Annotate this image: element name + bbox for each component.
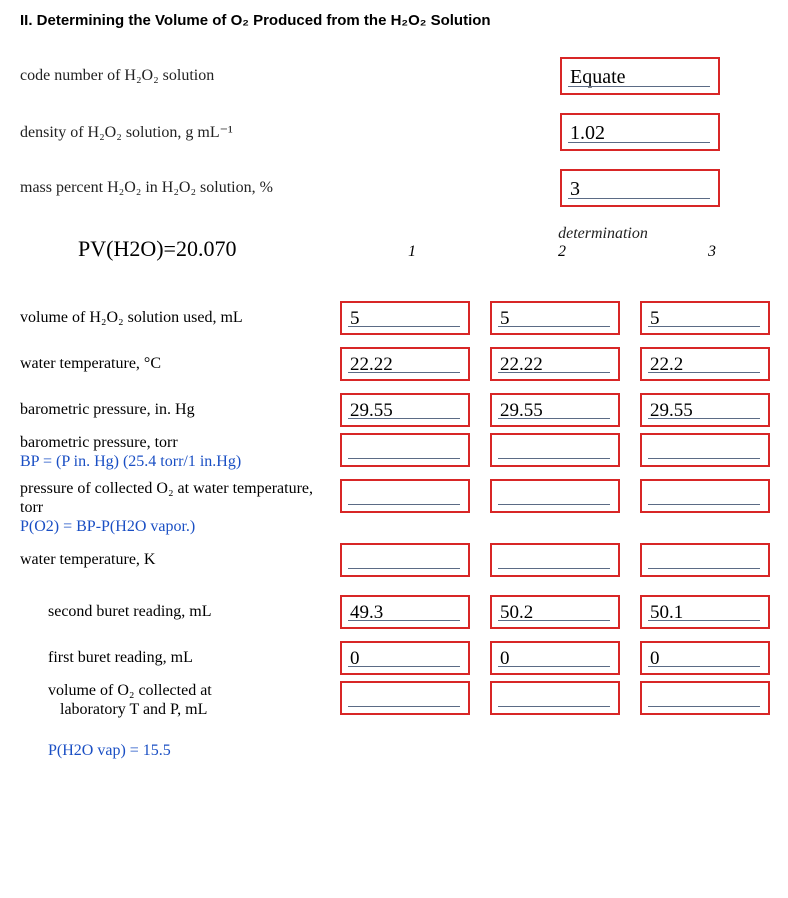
second-buret-label: second buret reading, mL (20, 602, 340, 621)
baro-torr-1[interactable] (340, 433, 470, 467)
water-k-2[interactable] (490, 543, 620, 577)
density-label: density of H₂O₂ solution, g mL⁻¹ (20, 122, 560, 142)
masspct-input[interactable]: 3 (560, 169, 720, 207)
code-input[interactable]: Equate (560, 57, 720, 95)
po2-3[interactable] (640, 479, 770, 513)
first-buret-1[interactable]: 0 (340, 641, 470, 675)
first-buret-2[interactable]: 0 (490, 641, 620, 675)
baro-torr-note: BP = (P in. Hg) (25.4 torr/1 in.Hg) (20, 453, 241, 470)
masspct-label: mass percent H₂O₂ in H₂O₂ solution, % (20, 179, 560, 197)
baro-torr-3[interactable] (640, 433, 770, 467)
det-word: determination (508, 225, 698, 243)
vol-o2-label: volume of O₂ collected at laboratory T a… (20, 681, 340, 719)
vol-o2-1[interactable] (340, 681, 470, 715)
po2-1[interactable] (340, 479, 470, 513)
vol-o2-2[interactable] (490, 681, 620, 715)
col-num-3: 3 (658, 243, 788, 261)
po2-label: pressure of collected O₂ at water temper… (20, 479, 340, 537)
density-input[interactable]: 1.02 (560, 113, 720, 151)
water-k-3[interactable] (640, 543, 770, 577)
water-k-1[interactable] (340, 543, 470, 577)
po2-2[interactable] (490, 479, 620, 513)
water-temp-label: water temperature, °C (20, 354, 340, 373)
water-temp-3[interactable]: 22.2 (640, 347, 770, 381)
water-temp-2[interactable]: 22.22 (490, 347, 620, 381)
first-buret-label: first buret reading, mL (20, 648, 340, 667)
pv-note: PV(H2O)=20.070 (78, 237, 258, 261)
second-buret-3[interactable]: 50.1 (640, 595, 770, 629)
baro-inhg-1[interactable]: 29.55 (340, 393, 470, 427)
col-num-2: 2 (508, 243, 658, 261)
determination-table: determination 1 2 3 PV(H2O)=20.070 volum… (20, 225, 768, 760)
baro-inhg-3[interactable]: 29.55 (640, 393, 770, 427)
water-temp-1[interactable]: 22.22 (340, 347, 470, 381)
vol-o2-3[interactable] (640, 681, 770, 715)
vol-used-1[interactable]: 5 (340, 301, 470, 335)
water-k-label: water temperature, K (20, 550, 340, 569)
col-num-1: 1 (358, 243, 508, 261)
vol-used-2[interactable]: 5 (490, 301, 620, 335)
second-buret-1[interactable]: 49.3 (340, 595, 470, 629)
section-heading: II. Determining the Volume of O₂ Produce… (20, 12, 768, 29)
second-buret-2[interactable]: 50.2 (490, 595, 620, 629)
first-buret-3[interactable]: 0 (640, 641, 770, 675)
baro-torr-2[interactable] (490, 433, 620, 467)
baro-inhg-label: barometric pressure, in. Hg (20, 400, 340, 419)
code-label: code number of H₂O₂ solution (20, 67, 560, 85)
top-parameters: code number of H₂O₂ solution Equate dens… (20, 57, 768, 207)
vol-used-3[interactable]: 5 (640, 301, 770, 335)
baro-torr-label: barometric pressure, torr BP = (P in. Hg… (20, 433, 340, 471)
baro-inhg-2[interactable]: 29.55 (490, 393, 620, 427)
vol-used-label: volume of H₂O₂ solution used, mL (20, 308, 340, 327)
po2-note: P(O2) = BP-P(H2O vapor.) (20, 518, 195, 535)
bottom-note: P(H2O vap) = 15.5 (20, 741, 768, 760)
